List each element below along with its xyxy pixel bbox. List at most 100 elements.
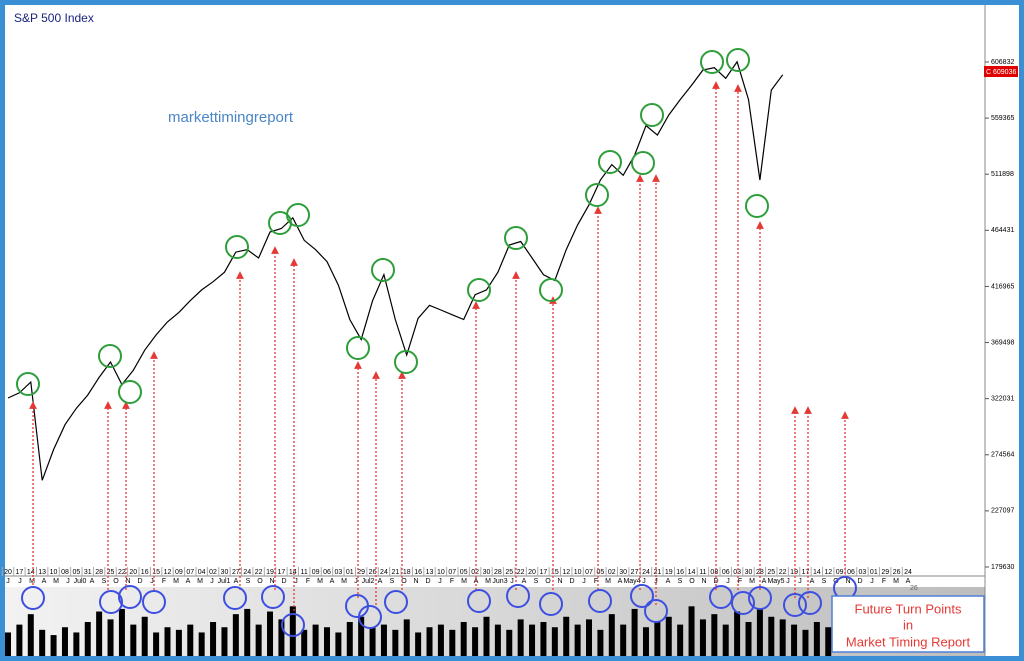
x-tick-label: 02 bbox=[608, 569, 616, 576]
y-tick-label: 369498 bbox=[991, 339, 1014, 346]
turn-circle bbox=[539, 278, 563, 302]
period-label: S bbox=[534, 578, 539, 585]
period-label: J bbox=[582, 578, 586, 585]
x-tick-label: 18 bbox=[403, 569, 411, 576]
y-tick-label: 322031 bbox=[991, 396, 1014, 403]
volume-bar bbox=[517, 619, 524, 656]
turn-circle bbox=[745, 194, 769, 218]
x-tick-label: 01 bbox=[346, 569, 354, 576]
x-tick-label: 30 bbox=[745, 569, 753, 576]
x-tick-label: 03 bbox=[859, 569, 867, 576]
period-label: A bbox=[186, 578, 191, 585]
period-label: J bbox=[150, 578, 154, 585]
period-label: A bbox=[42, 578, 47, 585]
note-line: Market Timing Report bbox=[846, 634, 971, 649]
cycle-circle bbox=[783, 593, 807, 617]
x-tick-label: 21 bbox=[391, 569, 399, 576]
volume-bar bbox=[540, 622, 547, 656]
period-label: J bbox=[354, 578, 358, 585]
y-tick-label: 416965 bbox=[991, 283, 1014, 290]
cycle-circle bbox=[223, 586, 247, 610]
period-label: M bbox=[605, 578, 611, 585]
period-label: A bbox=[522, 578, 527, 585]
cycle-circle bbox=[261, 585, 285, 609]
volume-bar bbox=[825, 627, 832, 656]
period-label: F bbox=[882, 578, 886, 585]
x-tick-label: 06 bbox=[722, 569, 730, 576]
x-tick-label: 19 bbox=[665, 569, 673, 576]
period-label: M bbox=[197, 578, 203, 585]
y-tick-label: 274564 bbox=[991, 452, 1014, 459]
turn-circle bbox=[286, 203, 310, 227]
volume-bar bbox=[745, 622, 752, 656]
volume-bar bbox=[232, 614, 239, 656]
volume-bar bbox=[586, 619, 593, 656]
cycle-circle bbox=[358, 605, 382, 629]
x-tick-label: 11 bbox=[301, 569, 308, 576]
x-tick-label: 26 bbox=[893, 569, 901, 576]
turn-circle bbox=[394, 350, 418, 374]
x-tick-label: 26 bbox=[369, 569, 377, 576]
volume-bar bbox=[50, 635, 57, 656]
x-tick-label: 30 bbox=[221, 569, 229, 576]
volume-bar bbox=[654, 622, 661, 656]
volume-bar bbox=[768, 616, 775, 656]
x-tick-label: 24 bbox=[243, 569, 251, 576]
x-tick-label: 15 bbox=[551, 569, 559, 576]
x-tick-label: 19 bbox=[790, 569, 798, 576]
x-tick-label: 24 bbox=[642, 569, 650, 576]
period-label: J bbox=[66, 578, 70, 585]
volume-bar bbox=[631, 608, 638, 656]
x-tick-label: 07 bbox=[448, 569, 456, 576]
x-tick-label: 09 bbox=[175, 569, 183, 576]
volume-bar bbox=[460, 622, 467, 656]
period-label: A bbox=[330, 578, 335, 585]
volume-bar bbox=[380, 624, 387, 656]
volume-bar bbox=[267, 611, 274, 656]
period-label: J bbox=[786, 578, 790, 585]
x-tick-label: 25 bbox=[107, 569, 115, 576]
x-tick-label: 14 bbox=[27, 569, 35, 576]
volume-bar bbox=[198, 632, 205, 656]
period-label: N bbox=[269, 578, 274, 585]
volume-bar bbox=[153, 632, 160, 656]
volume-bar bbox=[255, 624, 262, 656]
period-label: M bbox=[317, 578, 323, 585]
period-label: J bbox=[18, 578, 22, 585]
x-tick-label: 06 bbox=[847, 569, 855, 576]
cycle-circle bbox=[21, 586, 45, 610]
period-label: Jun3 bbox=[492, 578, 507, 585]
y-tick-label: 606832 bbox=[991, 59, 1014, 66]
note-line: Future Turn Points bbox=[855, 601, 962, 616]
x-tick-label: 20 bbox=[129, 569, 137, 576]
period-label: Jul1 bbox=[218, 578, 231, 585]
volume-bar bbox=[289, 606, 296, 656]
turn-circle bbox=[700, 50, 724, 74]
x-tick-label: 16 bbox=[414, 569, 422, 576]
date-panel bbox=[5, 567, 985, 587]
x-tick-label: 16 bbox=[141, 569, 149, 576]
period-label: Jul0 bbox=[74, 578, 87, 585]
period-label: A bbox=[378, 578, 383, 585]
cycle-circle bbox=[539, 592, 563, 616]
volume-bar bbox=[791, 624, 798, 656]
period-label: O bbox=[401, 578, 407, 585]
period-label: M bbox=[29, 578, 35, 585]
x-tick-label: 22 bbox=[255, 569, 263, 576]
x-tick-label: 02 bbox=[471, 569, 479, 576]
volume-bar bbox=[130, 624, 137, 656]
volume-bar bbox=[779, 619, 786, 656]
period-label: S bbox=[102, 578, 107, 585]
volume-bar bbox=[346, 622, 353, 656]
period-label: A bbox=[906, 578, 911, 585]
x-tick-label: 12 bbox=[824, 569, 832, 576]
price-badge bbox=[984, 66, 1018, 77]
volume-bar bbox=[529, 624, 536, 656]
period-label: J bbox=[642, 578, 646, 585]
period-label: M bbox=[485, 578, 491, 585]
x-tick-label: 15 bbox=[152, 569, 160, 576]
volume-bar bbox=[107, 619, 114, 656]
turn-circle bbox=[118, 380, 142, 404]
x-tick-label: 28 bbox=[494, 569, 502, 576]
x-tick-label: 20 bbox=[4, 569, 12, 576]
